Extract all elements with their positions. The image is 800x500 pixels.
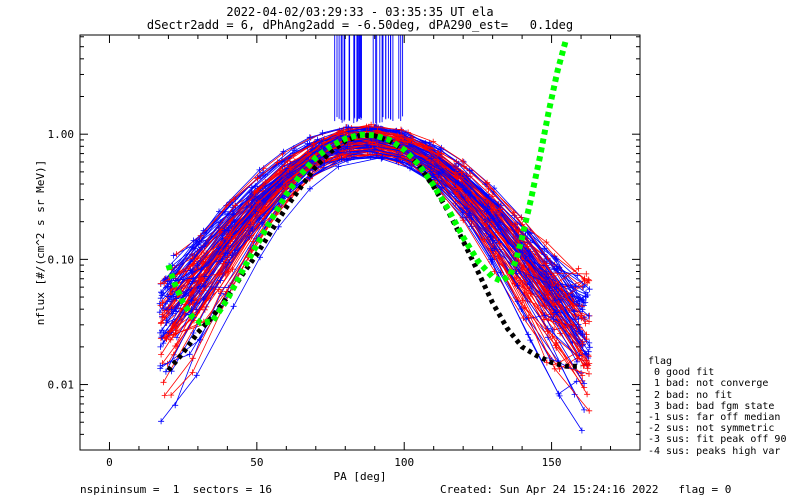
fit-curve [165, 37, 570, 327]
x-tick-label: 0 [106, 456, 113, 469]
legend-item: 1 bad: not converge [648, 378, 769, 390]
plot-frame [79, 34, 641, 451]
axes: 0 50 100 150 0.01 0.10 1.00 PA [deg] nflux [#/(c… [34, 35, 640, 483]
legend-item: -2 sus: not symmetric [648, 423, 775, 435]
chart-title: 2022-04-02/03:29:33 - 03:35:35 UT ela [226, 5, 494, 19]
legend-title: flag [648, 356, 673, 367]
x-tick-label: 100 [394, 456, 414, 469]
y-axis-label: nflux [#/(cm^2 s sr MeV)] [34, 160, 47, 326]
legend-item: 3 bad: bad fgm state [648, 400, 775, 412]
y-tick-label: 0.01 [48, 379, 75, 392]
x-tick-label: 150 [542, 456, 562, 469]
median-curve [166, 132, 582, 372]
flag-legend: flag 0 good fit 1 bad: not converge 2 ba… [648, 356, 786, 457]
flux-trace [157, 128, 582, 290]
legend-item: -3 sus: fit peak off 90 [648, 434, 787, 446]
flux-traces [156, 35, 593, 434]
y-tick-label: 0.10 [48, 253, 75, 266]
x-axis-label: PA [deg] [334, 470, 387, 483]
legend-item: 2 bad: no fit [648, 389, 733, 401]
x-tick-label: 50 [250, 456, 263, 469]
fit-curves [165, 37, 582, 372]
footer-right: Created: Sun Apr 24 15:24:16 2022 flag =… [440, 483, 732, 496]
chart-subtitle: dSectr2add = 6, dPhAng2add = -6.50deg, d… [146, 18, 574, 32]
legend-item: -1 sus: far off median [648, 412, 781, 424]
legend-item: -4 sus: peaks high var [648, 445, 781, 457]
y-tick-label: 1.00 [48, 128, 75, 141]
legend-item: 0 good fit [648, 367, 715, 379]
footer-left: nspininsum = 1 sectors = 16 [80, 483, 273, 496]
